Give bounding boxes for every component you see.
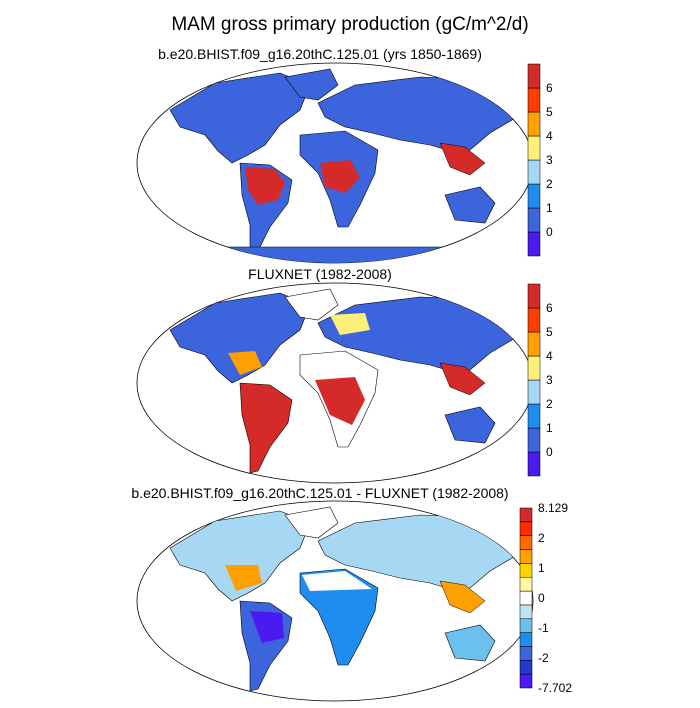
colorbar-2: 0 1 2 3 4 5 6 — [527, 283, 553, 477]
colorbar-tick-label: 1 — [538, 561, 545, 575]
africa-land — [299, 568, 379, 666]
colorbar-3: 8.129 2 1 0 -1 -2 -7.702 — [519, 501, 572, 695]
colorbar-swatch — [519, 563, 533, 578]
colorbar-tick-label: -2 — [538, 651, 549, 665]
north-america-land — [169, 510, 311, 602]
colorbar-tick-label: 4 — [546, 349, 553, 363]
brazil-region — [250, 611, 284, 643]
colorbar-tick-label: -1 — [538, 621, 549, 635]
map-panel-model — [136, 62, 534, 264]
colorbar-swatch — [527, 379, 541, 405]
colorbar-swatch — [519, 673, 533, 689]
colorbar-swatch — [527, 135, 541, 161]
colorbar-tick-label: 0 — [546, 225, 553, 239]
amazon-region — [245, 167, 285, 205]
colorbar-swatch — [519, 618, 533, 633]
map-panel-difference — [136, 500, 534, 702]
map-panel-fluxnet — [136, 282, 534, 484]
greenland-land — [284, 68, 339, 101]
southeast-asia-region — [439, 362, 486, 396]
colorbar-tick-label: 3 — [546, 153, 553, 167]
colorbar-swatch — [527, 231, 541, 257]
colorbar-swatch — [519, 549, 533, 564]
colorbar-swatch — [519, 646, 533, 661]
colorbar-swatch — [527, 331, 541, 357]
colorbar-tick-label: 1 — [546, 421, 553, 435]
europe-region — [330, 313, 370, 335]
us-east-region — [225, 565, 262, 591]
congo-region — [320, 160, 360, 193]
panel-1-subtitle: b.e20.BHIST.f09_g16.20thC.125.01 (yrs 18… — [158, 46, 482, 62]
colorbar-tick-label: 6 — [546, 301, 553, 315]
colorbar-swatch — [527, 63, 541, 89]
colorbar-swatch — [519, 604, 533, 620]
colorbar-swatch — [527, 111, 541, 137]
colorbar-swatch — [527, 283, 541, 309]
south-america-land — [239, 382, 293, 474]
colorbar-tick-label: 1 — [546, 201, 553, 215]
colorbar-tick-label: 0 — [538, 591, 545, 605]
colorbar-swatch — [527, 403, 541, 429]
colorbar-swatch — [519, 535, 533, 550]
colorbar-swatch — [519, 576, 533, 592]
north-america-land — [169, 292, 311, 384]
australia-land — [444, 406, 496, 444]
southeast-asia-region — [439, 142, 486, 176]
colorbar-swatch — [527, 183, 541, 209]
colorbar-swatch — [519, 632, 533, 647]
australia-land — [444, 624, 496, 662]
colorbar-tick-label: 3 — [546, 373, 553, 387]
panel-3-subtitle: b.e20.BHIST.f09_g16.20thC.125.01 - FLUXN… — [131, 485, 509, 501]
sahara-region — [302, 571, 372, 591]
colorbar-swatch — [527, 159, 541, 185]
colorbar-tick-label: 4 — [546, 129, 553, 143]
colorbar-swatch — [527, 87, 541, 113]
colorbar-swatch — [527, 307, 541, 333]
australia-land — [444, 186, 496, 224]
colorbar-swatch — [527, 451, 541, 477]
colorbar-1: 0 1 2 3 4 5 6 — [527, 63, 553, 257]
colorbar-tick-label: -7.702 — [538, 681, 572, 695]
panel-2-subtitle: FLUXNET (1982-2008) — [248, 266, 392, 282]
colorbar-swatch — [519, 521, 533, 536]
north-america-land — [169, 72, 311, 164]
colorbar-tick-label: 2 — [546, 397, 553, 411]
colorbar-swatch — [519, 660, 533, 675]
us-east-region — [228, 351, 262, 375]
central-africa-region — [315, 377, 365, 425]
colorbar-swatch — [527, 207, 541, 233]
antarctica-land — [149, 246, 521, 263]
colorbar-swatch — [519, 590, 533, 606]
colorbar-tick-label: 6 — [546, 81, 553, 95]
colorbar-tick-label: 5 — [546, 105, 553, 119]
southeast-asia-region — [439, 580, 486, 614]
colorbar-tick-label: 2 — [546, 177, 553, 191]
greenland-land — [284, 506, 339, 539]
greenland-land — [284, 288, 339, 321]
figure-title: MAM gross primary production (gC/m^2/d) — [171, 14, 529, 35]
colorbar-tick-label: 2 — [538, 531, 545, 545]
colorbar-swatch — [527, 427, 541, 453]
colorbar-tick-label: 0 — [546, 445, 553, 459]
colorbar-swatch — [519, 507, 533, 523]
colorbar-tick-label: 5 — [546, 325, 553, 339]
colorbar-swatch — [527, 355, 541, 381]
colorbar-tick-label: 8.129 — [538, 501, 568, 515]
